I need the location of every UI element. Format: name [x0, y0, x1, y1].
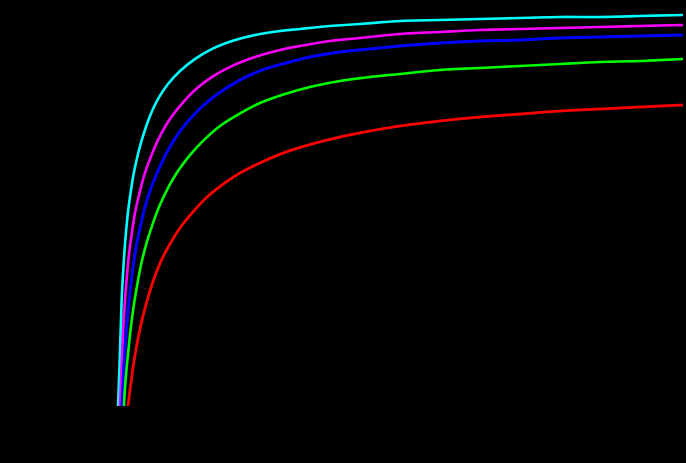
curve-group — [116, 13, 684, 407]
curve-green — [122, 57, 684, 407]
curve-magenta — [118, 23, 684, 407]
curve-blue — [120, 33, 684, 407]
curve-cyan — [116, 13, 684, 407]
curve-red — [126, 103, 684, 407]
